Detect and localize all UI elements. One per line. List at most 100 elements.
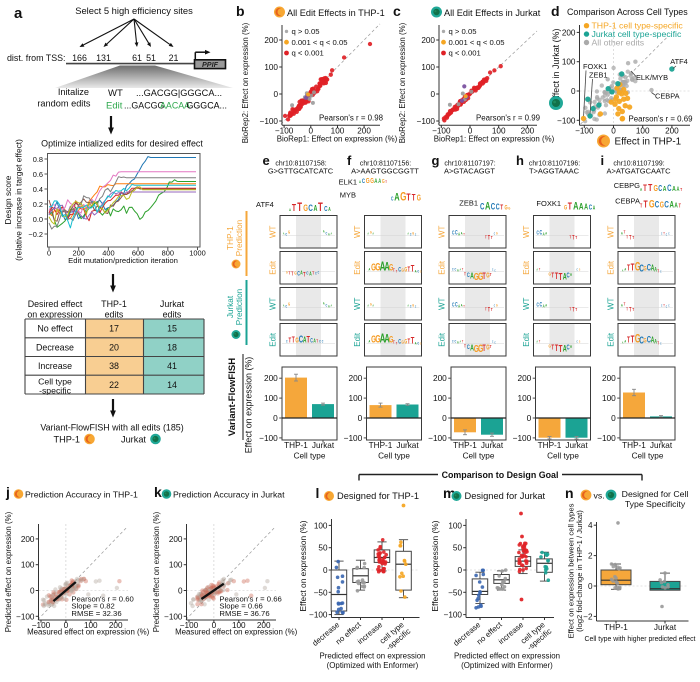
svg-text:Effect on expression (%): Effect on expression (%) bbox=[298, 520, 308, 611]
svg-text:n: n bbox=[565, 485, 574, 501]
svg-text:A: A bbox=[378, 178, 381, 185]
svg-text:0.8: 0.8 bbox=[33, 155, 43, 164]
svg-text:A: A bbox=[622, 269, 623, 273]
svg-text:50: 50 bbox=[318, 544, 328, 553]
svg-text:C: C bbox=[308, 203, 313, 214]
svg-text:G: G bbox=[288, 230, 290, 235]
svg-text:FOXK1: FOXK1 bbox=[536, 199, 561, 208]
svg-text:A: A bbox=[573, 199, 579, 212]
svg-text:100: 100 bbox=[421, 63, 435, 72]
svg-text:200: 200 bbox=[602, 373, 616, 383]
svg-text:T: T bbox=[559, 342, 563, 354]
svg-text:T: T bbox=[462, 339, 463, 344]
svg-text:−100: −100 bbox=[164, 612, 183, 621]
svg-text:C: C bbox=[415, 305, 416, 309]
svg-text:C: C bbox=[491, 201, 496, 212]
svg-text:A: A bbox=[584, 204, 588, 212]
svg-text:A: A bbox=[283, 304, 284, 308]
svg-text:on expression: on expression bbox=[27, 310, 82, 320]
svg-text:k: k bbox=[154, 484, 162, 500]
svg-text:T: T bbox=[406, 191, 411, 203]
svg-text:Edit: Edit bbox=[353, 332, 362, 347]
svg-text:200: 200 bbox=[257, 621, 271, 630]
svg-text:T: T bbox=[488, 307, 490, 314]
svg-text:T>AGGTAAAC: T>AGGTAAAC bbox=[529, 167, 580, 176]
svg-text:C: C bbox=[537, 230, 540, 236]
svg-text:C: C bbox=[285, 232, 287, 237]
svg-text:Cell type: Cell type bbox=[378, 452, 410, 461]
svg-text:A: A bbox=[368, 304, 369, 308]
svg-text:edits: edits bbox=[163, 310, 182, 320]
svg-text:100: 100 bbox=[264, 63, 278, 72]
svg-text:A: A bbox=[457, 340, 459, 345]
svg-text:Cell type: Cell type bbox=[547, 452, 579, 461]
svg-text:A: A bbox=[408, 304, 409, 308]
svg-text:WT: WT bbox=[269, 225, 278, 238]
svg-text:Designed for Jurkat: Designed for Jurkat bbox=[465, 491, 546, 501]
svg-text:T: T bbox=[627, 264, 630, 272]
svg-text:A: A bbox=[563, 271, 567, 282]
svg-text:T: T bbox=[570, 235, 572, 240]
svg-text:G: G bbox=[404, 339, 407, 346]
svg-text:A: A bbox=[415, 341, 417, 346]
svg-text:T: T bbox=[631, 333, 635, 345]
svg-text:THP-1: THP-1 bbox=[453, 441, 477, 450]
svg-text:Predicted effect on expression: Predicted effect on expression bbox=[319, 652, 425, 661]
svg-text:A: A bbox=[470, 344, 474, 352]
svg-text:Comparison Across Cell Types: Comparison Across Cell Types bbox=[567, 7, 688, 17]
svg-text:T: T bbox=[396, 341, 398, 346]
svg-text:−100: −100 bbox=[344, 433, 363, 443]
svg-text:A: A bbox=[458, 232, 460, 237]
svg-text:A: A bbox=[670, 199, 675, 210]
svg-text:0: 0 bbox=[30, 587, 35, 596]
svg-text:−100: −100 bbox=[417, 117, 436, 126]
svg-text:A: A bbox=[545, 231, 547, 236]
svg-text:RMSE = 32.36: RMSE = 32.36 bbox=[71, 609, 121, 618]
svg-text:200: 200 bbox=[665, 127, 679, 136]
svg-text:C: C bbox=[660, 342, 661, 346]
svg-text:200: 200 bbox=[169, 535, 183, 544]
svg-text:A: A bbox=[672, 185, 676, 193]
svg-text:C: C bbox=[310, 338, 313, 345]
svg-text:0: 0 bbox=[468, 127, 473, 136]
svg-text:BioRep1: Effect on expression: BioRep1: Effect on expression (%) bbox=[434, 135, 555, 144]
svg-text:A: A bbox=[323, 229, 325, 234]
svg-text:WT: WT bbox=[269, 297, 278, 310]
svg-text:A: A bbox=[621, 303, 623, 308]
svg-text:A: A bbox=[593, 205, 595, 211]
svg-text:THP-1: THP-1 bbox=[622, 441, 646, 450]
svg-text:G: G bbox=[474, 342, 479, 354]
svg-text:A: A bbox=[622, 341, 623, 345]
svg-text:100: 100 bbox=[84, 621, 98, 630]
svg-text:G: G bbox=[496, 303, 498, 308]
svg-text:T: T bbox=[393, 339, 395, 345]
svg-text:T: T bbox=[663, 231, 664, 236]
svg-text:ZEB1: ZEB1 bbox=[589, 71, 607, 80]
svg-text:C: C bbox=[668, 232, 669, 236]
svg-text:T: T bbox=[464, 271, 466, 277]
svg-text:C: C bbox=[480, 201, 485, 212]
svg-text:A: A bbox=[461, 303, 463, 308]
svg-text:C: C bbox=[455, 339, 457, 344]
svg-text:Edit: Edit bbox=[353, 260, 362, 275]
svg-text:G: G bbox=[382, 178, 385, 184]
svg-text:Initalize: Initalize bbox=[58, 87, 89, 97]
svg-text:C: C bbox=[661, 304, 662, 308]
svg-text:A: A bbox=[543, 232, 545, 237]
svg-text:200: 200 bbox=[521, 127, 535, 136]
svg-text:f: f bbox=[347, 153, 352, 168]
svg-text:T: T bbox=[643, 183, 647, 194]
svg-text:T: T bbox=[644, 198, 649, 210]
svg-text:A: A bbox=[380, 260, 386, 274]
svg-text:Edit: Edit bbox=[106, 101, 123, 112]
svg-text:G: G bbox=[375, 333, 380, 345]
svg-text:G>GTTGCATCATC: G>GTTGCATCATC bbox=[268, 167, 334, 176]
svg-text:l: l bbox=[316, 485, 320, 501]
svg-text:G: G bbox=[366, 177, 370, 185]
svg-text:chr10:81107156:: chr10:81107156: bbox=[360, 161, 411, 168]
svg-text:T: T bbox=[679, 203, 681, 209]
svg-text:−100: −100 bbox=[428, 433, 447, 443]
svg-text:Designed for THP-1: Designed for THP-1 bbox=[337, 491, 419, 501]
svg-text:A: A bbox=[283, 232, 284, 236]
svg-text:dist. from TSS:: dist. from TSS: bbox=[7, 53, 66, 63]
